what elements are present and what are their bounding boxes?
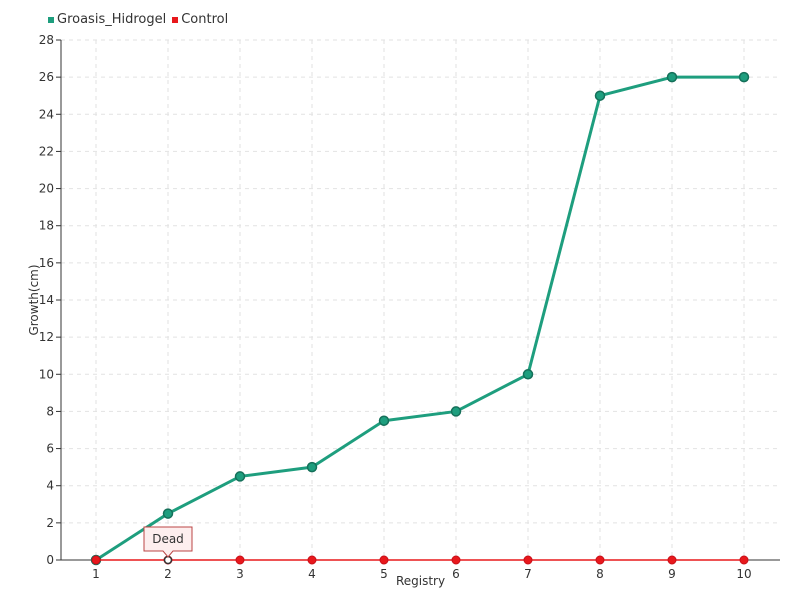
annotation-layer: Dead xyxy=(143,526,193,565)
y-tick-label: 10 xyxy=(39,367,54,381)
legend-item-groasis[interactable]: Groasis_Hidrogel xyxy=(48,12,166,27)
data-point-control xyxy=(523,555,533,565)
x-tick-label: 9 xyxy=(668,567,676,581)
y-tick-label: 4 xyxy=(46,479,54,493)
data-point-groasis-hidrogel xyxy=(594,90,606,101)
data-point-groasis-hidrogel xyxy=(306,461,318,473)
legend: Groasis_Hidrogel Control xyxy=(48,12,228,27)
legend-item-control[interactable]: Control xyxy=(172,12,228,27)
x-tick-label: 5 xyxy=(380,567,388,581)
y-tick-label: 28 xyxy=(39,33,54,47)
x-tick-label: 3 xyxy=(236,567,244,581)
data-point-groasis-hidrogel xyxy=(234,471,246,482)
data-point-groasis-hidrogel xyxy=(450,406,462,417)
grid xyxy=(61,39,780,560)
x-tick-label: 10 xyxy=(736,567,751,581)
y-tick-label: 24 xyxy=(39,107,54,121)
x-tick-label: 1 xyxy=(92,567,100,581)
data-point-groasis-hidrogel xyxy=(522,369,534,380)
series-layer xyxy=(90,71,750,566)
x-tick-label: 4 xyxy=(308,567,316,581)
series-groasis-hidrogel xyxy=(90,71,750,566)
y-tick-label: 0 xyxy=(46,553,54,567)
data-point-control xyxy=(307,555,317,565)
y-axis-title: Growth(cm) xyxy=(27,264,41,335)
data-point-control xyxy=(739,555,749,565)
y-tick-label: 22 xyxy=(39,144,54,158)
data-point-control xyxy=(91,555,101,565)
y-tick-label: 6 xyxy=(46,442,54,456)
data-point-groasis-hidrogel xyxy=(666,71,678,83)
series-line-groasis-hidrogel xyxy=(95,75,744,562)
y-tick-label: 16 xyxy=(39,256,54,270)
x-tick-label: 8 xyxy=(596,567,604,581)
data-point-control xyxy=(595,555,605,565)
y-tick-label: 14 xyxy=(39,293,54,307)
series-control xyxy=(91,555,749,565)
tooltip-box xyxy=(143,526,193,558)
legend-swatch-control xyxy=(172,16,179,23)
data-point-control xyxy=(235,555,245,565)
x-tick-label: 7 xyxy=(524,567,532,581)
y-tick-label: 12 xyxy=(39,330,54,344)
data-point-groasis-hidrogel xyxy=(738,71,750,83)
y-tick-label: 18 xyxy=(39,219,54,233)
legend-label-groasis: Groasis_Hidrogel xyxy=(57,12,167,27)
y-tick-label: 2 xyxy=(46,516,54,530)
y-tick-label: 26 xyxy=(39,70,54,84)
data-point-groasis-hidrogel xyxy=(378,415,390,426)
data-point-control xyxy=(379,555,389,565)
data-point-control xyxy=(667,555,677,565)
data-point-groasis-hidrogel xyxy=(162,508,174,519)
data-point-control xyxy=(451,555,461,565)
annotation-callout: Dead xyxy=(143,526,193,565)
legend-label-control: Control xyxy=(181,12,229,27)
x-tick-label: 6 xyxy=(452,567,460,581)
legend-swatch-groasis xyxy=(48,16,54,23)
y-tick-label: 8 xyxy=(46,404,54,418)
x-axis-title: Registry xyxy=(396,574,445,588)
tooltip-label: Dead xyxy=(152,532,184,546)
x-tick-label: 2 xyxy=(164,567,172,581)
y-tick-label: 20 xyxy=(39,182,54,196)
